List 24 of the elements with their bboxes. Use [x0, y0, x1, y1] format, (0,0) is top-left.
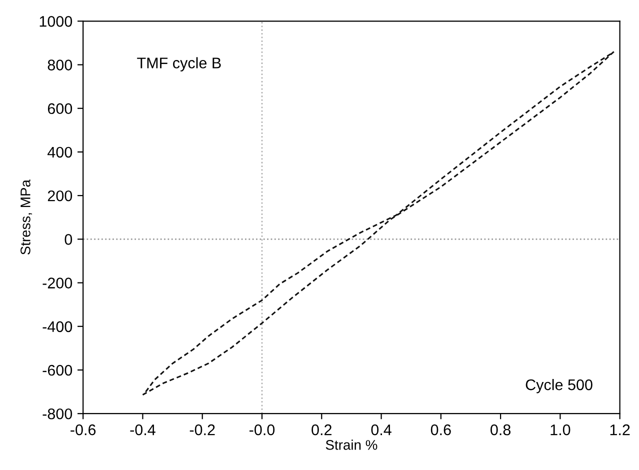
x-axis-title: Strain %: [326, 440, 378, 450]
y-tick-label: -600: [42, 364, 72, 376]
x-tick-label: -0.4: [130, 424, 156, 436]
y-tick-label: 800: [48, 60, 72, 70]
y-tick-label: 0: [64, 234, 72, 245]
x-tick-label: 1.0: [550, 424, 570, 436]
x-tick-label: 0.4: [371, 424, 392, 436]
x-tick-label: 0.8: [490, 424, 511, 436]
x-tick-label: -0.0: [250, 424, 275, 436]
y-tick-label: -400: [42, 321, 72, 332]
x-tick-label: -0.2: [190, 424, 215, 436]
y-tick-label: 600: [48, 103, 72, 114]
x-tick-label: 0.6: [430, 424, 451, 436]
annotation: TMF cycle B: [137, 57, 221, 72]
y-tick-label: -200: [42, 278, 72, 288]
y-axis-title: Stress, MPa: [20, 180, 32, 255]
x-tick-label: 1.2: [610, 424, 630, 436]
x-tick-label: -0.6: [70, 424, 96, 436]
x-tick-label: 0.2: [312, 424, 332, 436]
y-tick-label: 400: [48, 146, 72, 158]
y-tick-label: 200: [48, 190, 72, 202]
y-tick-label: -800: [42, 408, 72, 420]
annotation: Cycle 500: [526, 378, 592, 394]
y-tick-label: 1000: [40, 16, 72, 27]
